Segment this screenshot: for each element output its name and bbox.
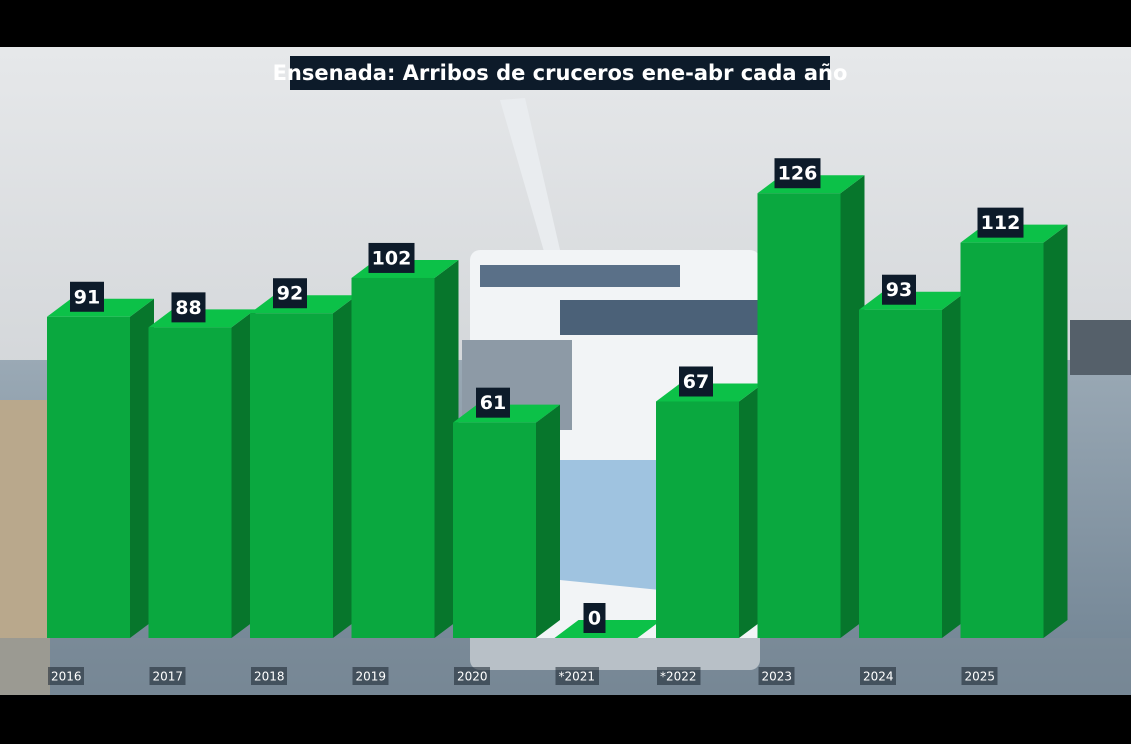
value-label: 93 <box>886 279 912 301</box>
value-label: 92 <box>277 283 303 305</box>
bar-side <box>434 259 459 638</box>
value-label-box <box>476 387 510 418</box>
x-tick-label: 2020 <box>457 670 488 684</box>
category-label-box <box>555 667 599 685</box>
x-tick-label: 2019 <box>356 670 387 684</box>
value-label: 0 <box>588 608 601 630</box>
x-tick-label: 2024 <box>863 670 894 684</box>
bar <box>960 242 1044 638</box>
category-label-box <box>48 667 84 685</box>
x-tick-label: *2021 <box>559 670 596 684</box>
bar <box>656 401 739 638</box>
value-label: 61 <box>480 392 506 414</box>
value-label-box <box>273 278 307 309</box>
category-label-box <box>352 667 389 685</box>
value-label-box <box>977 207 1024 238</box>
value-label: 91 <box>74 286 100 308</box>
x-tick-label: 2017 <box>153 670 184 684</box>
category-label-box <box>758 667 795 685</box>
chart-title: Ensenada: Arribos de cruceros ene-abr ca… <box>273 61 848 85</box>
bar-side <box>333 295 357 638</box>
value-label: 67 <box>683 371 709 393</box>
bar <box>47 316 130 638</box>
bar-top <box>554 620 662 638</box>
bar-side <box>739 383 763 638</box>
bar <box>453 422 536 638</box>
bar <box>351 277 435 638</box>
x-tick-label: 2016 <box>51 670 82 684</box>
value-label: 112 <box>981 212 1021 234</box>
x-tick-label: 2025 <box>965 670 996 684</box>
value-label-box <box>882 274 916 305</box>
value-label-box <box>171 292 206 323</box>
value-label: 88 <box>175 297 201 319</box>
bar <box>859 309 942 638</box>
bar-side <box>231 309 256 638</box>
bar-side <box>942 291 966 638</box>
bar-side <box>130 298 154 638</box>
category-label-box <box>961 667 998 685</box>
x-tick-label: *2022 <box>660 670 697 684</box>
bar <box>148 327 232 638</box>
letterbox-top <box>0 0 1131 47</box>
bar <box>250 313 333 638</box>
value-label: 102 <box>372 247 412 269</box>
category-label-box <box>149 667 186 685</box>
bar-side <box>536 404 560 638</box>
title-box <box>290 56 830 90</box>
bar <box>757 193 841 638</box>
category-label-box <box>251 667 287 685</box>
value-label-box <box>368 242 415 273</box>
value-label-box <box>70 281 104 312</box>
x-tick-label: 2023 <box>762 670 793 684</box>
value-label-box <box>679 366 713 397</box>
bar-side <box>1043 224 1068 638</box>
letterbox-bottom <box>0 695 1131 744</box>
x-tick-label: 2018 <box>254 670 285 684</box>
value-label-box <box>583 603 606 633</box>
category-label-box <box>657 667 701 685</box>
value-label: 126 <box>778 163 818 185</box>
bar-side <box>840 175 865 638</box>
value-label-box <box>774 158 821 189</box>
category-label-box <box>860 667 896 685</box>
category-label-box <box>454 667 490 685</box>
